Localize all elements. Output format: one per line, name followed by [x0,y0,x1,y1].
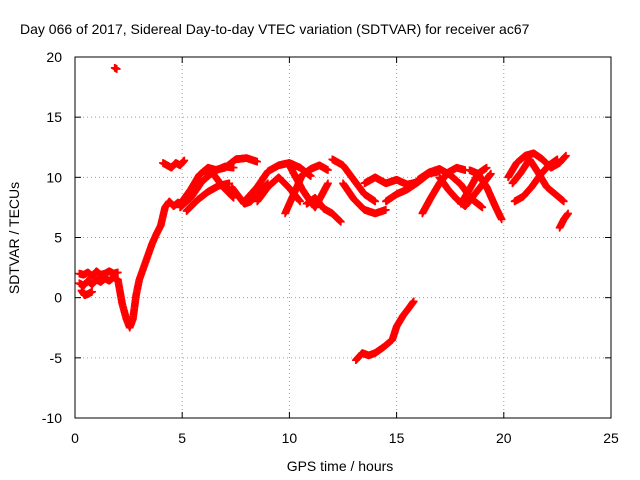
data-point [478,203,487,212]
data-point [562,151,570,160]
chart-title: Day 066 of 2017, Sidereal Day-to-day VTE… [20,21,530,37]
x-tick-label: 10 [282,430,298,446]
data-point [482,163,491,172]
x-tick-label: 15 [389,430,405,446]
y-tick-label: 20 [46,49,62,65]
data-point [560,197,568,206]
data-point [337,218,345,226]
x-tick-label: 0 [71,430,79,446]
data-point [113,65,121,73]
series-arc-22a [555,209,572,232]
x-tick-labels: 0 5 10 15 20 25 [71,430,619,446]
data-point [371,197,379,206]
y-tick-label: -5 [50,350,63,366]
data-point [307,172,315,180]
x-tick-label: 20 [496,430,512,446]
series-arc-12a [328,155,379,206]
series-arc-4b [159,156,189,172]
plot-frame [74,56,612,419]
series-arc-20c [510,155,562,206]
series-arc-20b [508,155,568,206]
y-tick-label: 0 [54,290,62,306]
y-tick-label: 15 [46,109,62,125]
series-arc-18a [465,166,506,224]
x-tick-label: 5 [178,430,186,446]
data-point [409,297,418,306]
data-points [75,64,572,365]
x-axis-label: GPS time / hours [287,458,394,474]
data-point [497,215,506,224]
y-tick-label: 5 [54,230,62,246]
data-point [88,287,96,296]
data-point [229,163,238,172]
data-point [487,169,495,178]
y-tick-label: -10 [42,410,62,426]
y-tick-labels: -10 -5 0 5 10 15 20 [42,49,62,426]
data-point [564,209,572,218]
series-arc-18b [457,163,491,208]
series-arc-6a [199,154,262,176]
data-point [553,155,562,164]
series-low-arc [352,297,418,365]
series-arc-12b [339,179,390,218]
data-point [382,206,390,214]
series-arc-8a [242,159,315,203]
series-arc-0c [77,286,96,300]
grid [75,57,611,418]
series-arc-11a [302,193,345,226]
x-tick-label: 25 [603,430,619,446]
data-point [180,156,189,165]
data-point [324,179,332,188]
series-arc-5c [182,179,234,215]
y-axis-label: SDTVAR / TECUs [6,182,22,294]
series-dip-arc [114,221,165,332]
y-tick-label: 10 [46,169,62,185]
data-point [114,268,122,277]
series-arc-0a [75,267,122,280]
data-point [253,157,262,166]
data-point [296,197,304,206]
data-point [324,166,332,174]
series-outlier [110,64,121,73]
